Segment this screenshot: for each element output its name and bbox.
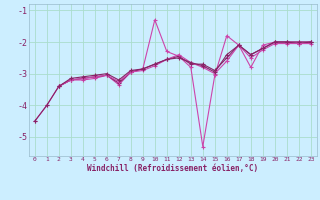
X-axis label: Windchill (Refroidissement éolien,°C): Windchill (Refroidissement éolien,°C) [87,164,258,173]
